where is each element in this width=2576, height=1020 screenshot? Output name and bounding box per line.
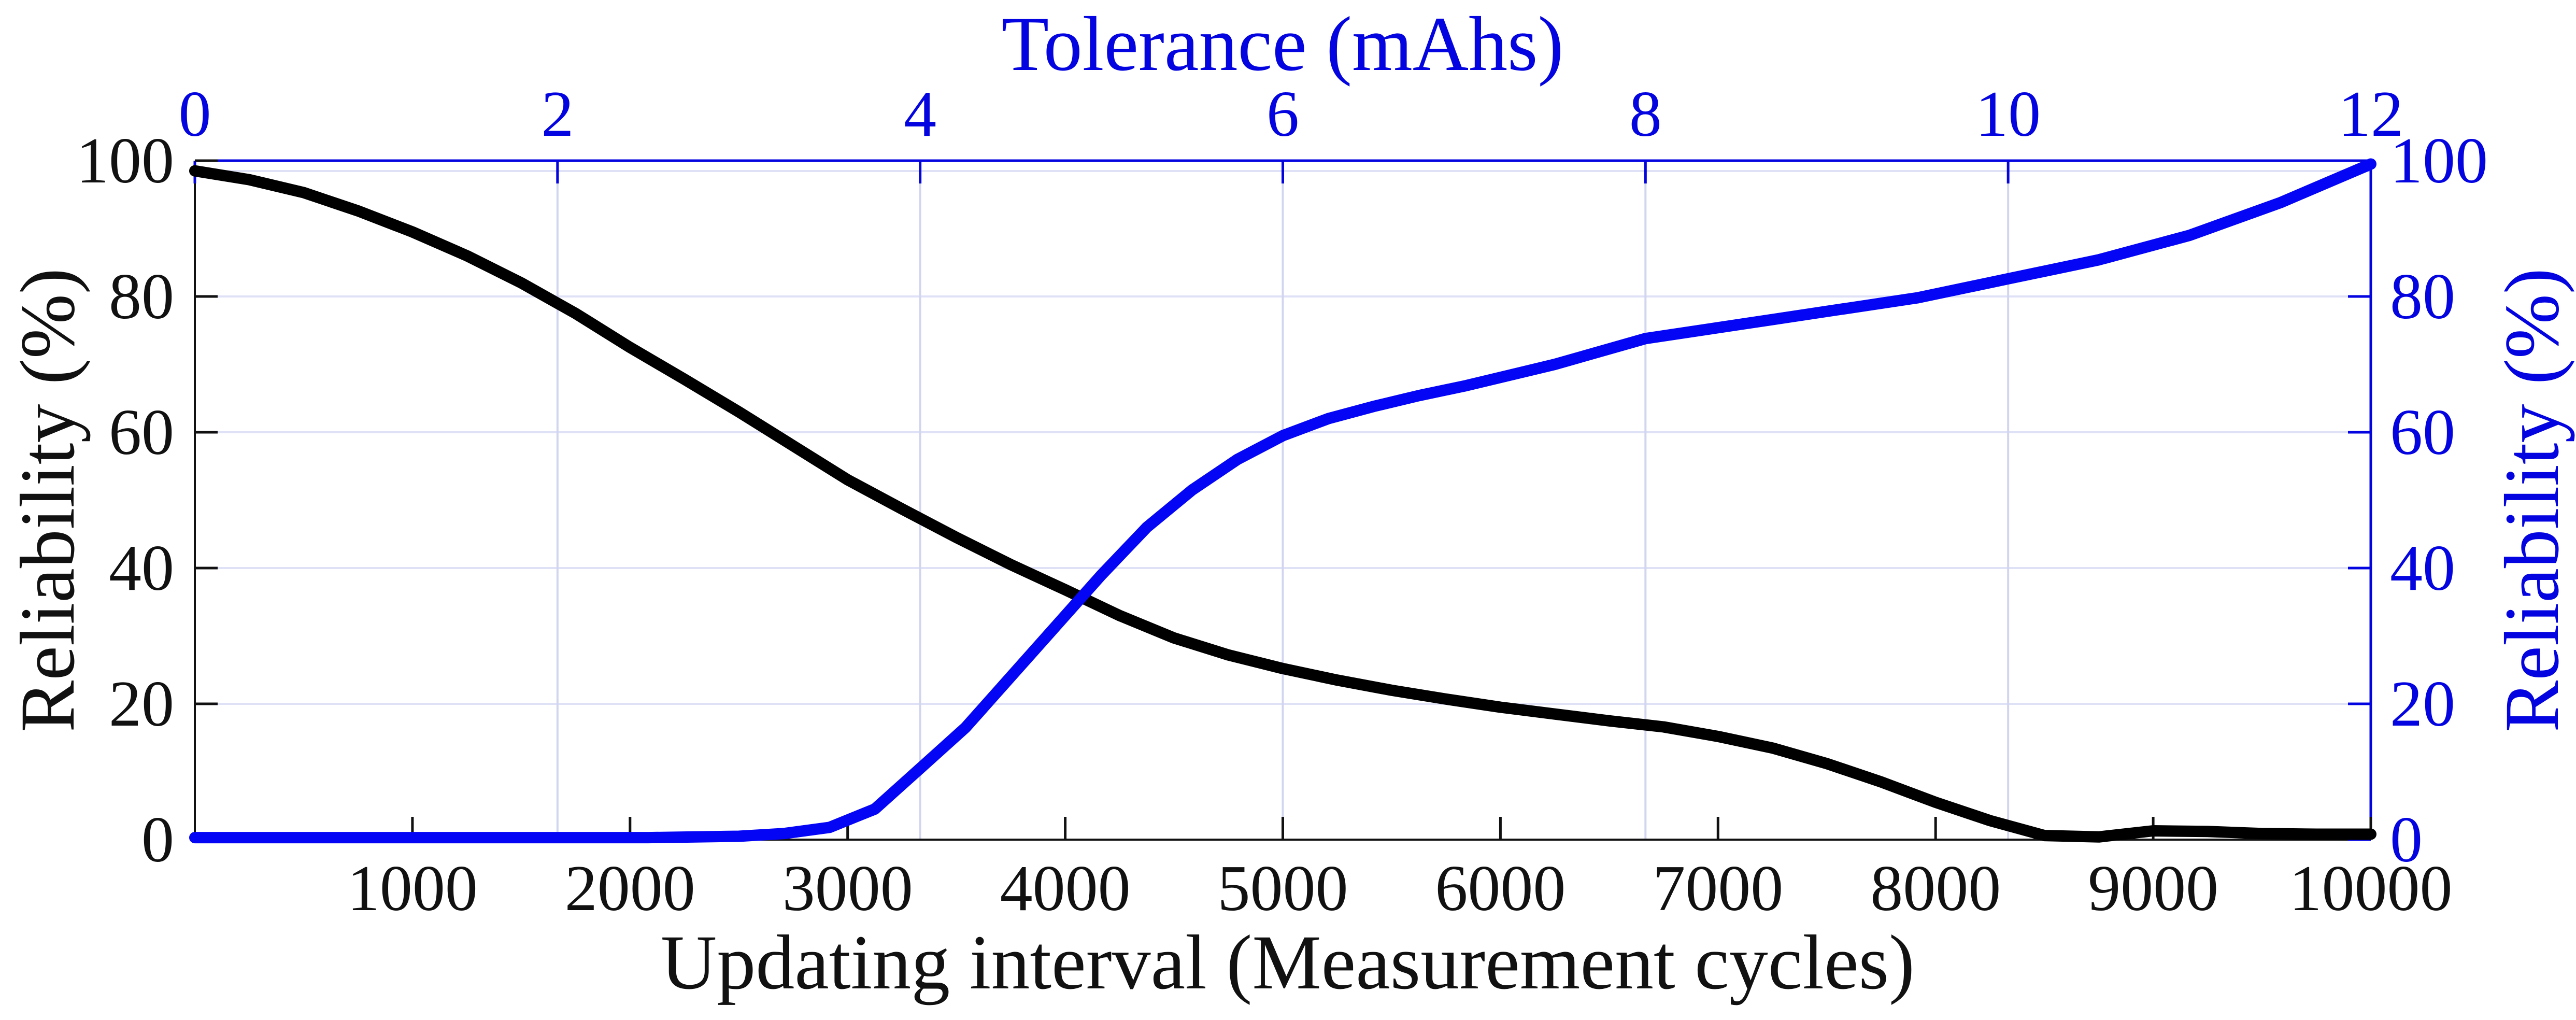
right-tick-label: 100 [2390, 125, 2488, 197]
left-tick-label: 100 [76, 125, 174, 197]
top-tick-label: 0 [178, 78, 211, 150]
right-tick-label: 0 [2390, 804, 2423, 876]
curve-tolerance [189, 158, 2376, 844]
top-axis-title: Tolerance (mAhs) [1001, 1, 1564, 87]
left-tick-label: 60 [109, 396, 174, 469]
top-tick-label: 10 [1975, 78, 2041, 150]
left-tick-label: 40 [109, 532, 174, 604]
bottom-tick-label: 9000 [2088, 853, 2219, 925]
right-tick-label: 20 [2390, 668, 2455, 740]
right-tick-label: 80 [2390, 261, 2455, 333]
top-tick-label: 6 [1266, 78, 1299, 150]
bottom-tick-label: 10000 [2289, 853, 2453, 925]
bottom-tick-label: 5000 [1217, 853, 1348, 925]
top-tick-label: 2 [541, 78, 574, 150]
bottom-tick-label: 7000 [1653, 853, 1784, 925]
bottom-tick-label: 1000 [347, 853, 478, 925]
top-tick-label: 8 [1629, 78, 1662, 150]
right-tick-label: 60 [2390, 396, 2455, 469]
left-tick-label: 20 [109, 668, 174, 740]
bottom-tick-label: 4000 [1000, 853, 1131, 925]
right-axis-title: Reliability (%) [2489, 268, 2575, 732]
bottom-axis-title: Updating interval (Measurement cycles) [661, 919, 1915, 1005]
top-tick-label: 12 [2338, 78, 2403, 150]
bottom-tick-label: 6000 [1435, 853, 1566, 925]
left-tick-label: 0 [141, 804, 174, 876]
left-tick-label: 80 [109, 261, 174, 333]
bottom-tick-label: 2000 [564, 853, 695, 925]
top-tick-label: 4 [904, 78, 937, 150]
bottom-tick-label: 3000 [782, 853, 913, 925]
left-axis-title: Reliability (%) [5, 268, 91, 732]
bottom-tick-label: 8000 [1870, 853, 2001, 925]
right-tick-label: 40 [2390, 532, 2455, 604]
curve-updating-interval [189, 165, 2376, 843]
